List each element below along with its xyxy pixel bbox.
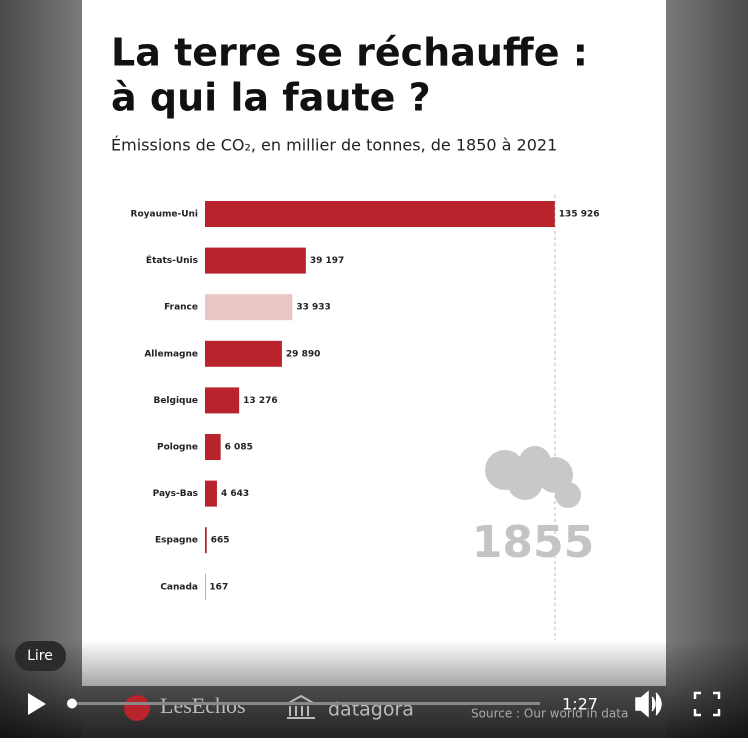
bar: [205, 527, 207, 553]
value-label: 33 933: [296, 303, 330, 313]
tooltip-text: Lire: [27, 648, 53, 664]
bar: [205, 387, 239, 413]
year-label: 1855: [472, 517, 594, 568]
side-panel: [0, 0, 82, 738]
category-label: Pologne: [157, 443, 198, 453]
value-label: 665: [211, 536, 230, 546]
category-label: Pays-Bas: [153, 489, 198, 499]
title: La terre se réchauffe :: [111, 31, 588, 75]
source: Source : Our world in data: [471, 707, 628, 721]
value-label: 6 085: [225, 443, 253, 453]
bar: [205, 341, 282, 367]
progress-track[interactable]: [68, 702, 540, 705]
category-label: Belgique: [153, 396, 198, 406]
value-label: 167: [209, 582, 228, 592]
bar: [205, 434, 221, 460]
bar: [205, 294, 292, 320]
value-label: 4 643: [221, 489, 249, 499]
category-label: Allemagne: [144, 349, 198, 359]
value-label: 135 926: [559, 210, 600, 220]
logo: [124, 695, 150, 721]
publisher: LesEchos: [160, 693, 246, 718]
side-panel: [666, 0, 748, 738]
category-label: Royaume-Uni: [131, 210, 198, 220]
time: 1:27: [562, 695, 598, 714]
value-label: 13 276: [243, 396, 277, 406]
category-label: États-Unis: [146, 254, 198, 266]
title: à qui la faute ?: [111, 76, 431, 120]
partner: datagora: [328, 699, 414, 721]
value-label: 29 890: [286, 349, 320, 359]
subtitle: Émissions de CO₂, en millier de tonnes, …: [111, 136, 557, 155]
bar: [205, 481, 217, 507]
value-label: 39 197: [310, 256, 344, 266]
bar: [205, 248, 306, 274]
progress-thumb[interactable]: [67, 699, 77, 709]
category-label: France: [164, 303, 198, 313]
category-label: Canada: [160, 582, 198, 592]
bar: [205, 201, 555, 227]
category-label: Espagne: [155, 536, 198, 546]
